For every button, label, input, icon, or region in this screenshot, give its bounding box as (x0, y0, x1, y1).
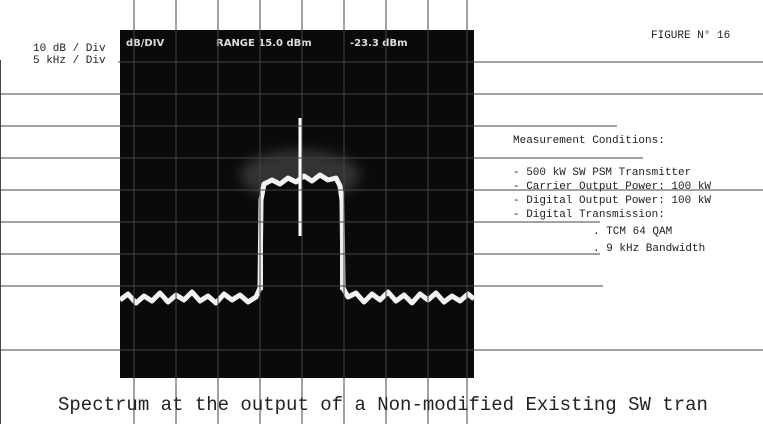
screen-header: RANGE 15.0 dBm (216, 38, 312, 49)
condition-item: . 9 kHz Bandwidth (593, 243, 705, 255)
condition-item: - Digital Output Power: 100 kW (513, 195, 711, 207)
figure-number: FIGURE N° 16 (651, 30, 730, 42)
caption: Spectrum at the output of a Non-modified… (58, 394, 708, 416)
scale-label: 5 kHz / Div (33, 55, 106, 67)
scale-label: 10 dB / Div (33, 43, 106, 55)
condition-item: - Digital Transmission: (513, 209, 665, 221)
screen-header: dB/DIV (126, 38, 164, 49)
condition-item: . TCM 64 QAM (593, 226, 672, 238)
condition-item: - Carrier Output Power: 100 kW (513, 181, 711, 193)
condition-item: - 500 kW SW PSM Transmitter (513, 167, 691, 179)
screen-header: -23.3 dBm (350, 38, 408, 49)
figure: dB/DIV RANGE 15.0 dBm -23.3 dBm 10 dB / … (0, 0, 763, 424)
conditions-title: Measurement Conditions: (513, 135, 665, 147)
